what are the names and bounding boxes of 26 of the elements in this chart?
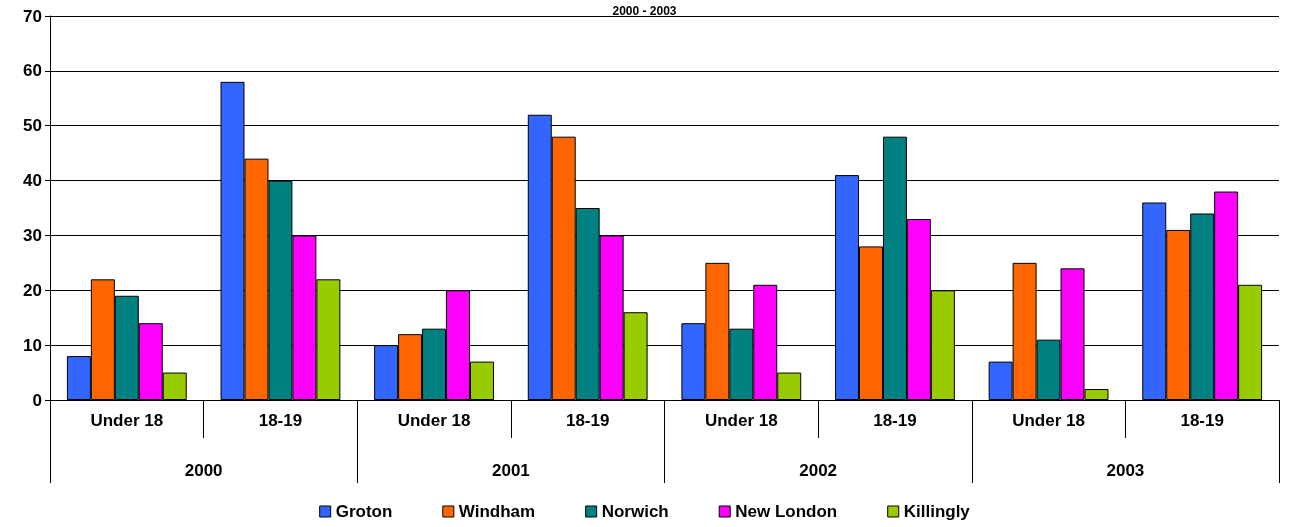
y-tick-label: 30: [23, 225, 42, 245]
legend-label: Killingly: [903, 502, 971, 521]
x-tick-label: 18-19: [873, 411, 917, 430]
chart-title: 2000 - 2003: [612, 4, 677, 18]
x-tick-label: 18-19: [565, 411, 610, 430]
x-tick-label: Under 18: [704, 411, 778, 430]
legend-label: Norwich: [601, 502, 669, 521]
legend-label: Groton: [335, 502, 393, 521]
y-tick-label: 0: [32, 390, 42, 410]
x-tick-label: Under 18: [397, 411, 471, 430]
text: 2002: [799, 461, 838, 480]
x-tick-label: Under 18: [90, 411, 164, 430]
x-tick-label: 18-19: [258, 411, 303, 430]
text: 2001: [491, 461, 530, 480]
x-tick-label: 18-19: [1180, 411, 1224, 430]
x-tick-label: Under 18: [1012, 411, 1085, 430]
legend-label: New London: [735, 502, 838, 521]
y-tick-label: 20: [23, 280, 42, 300]
text: 2000: [184, 461, 223, 480]
y-tick-label: 60: [23, 61, 42, 81]
y-tick-label: 40: [23, 171, 42, 191]
text: 2003: [1106, 461, 1145, 480]
y-tick-label: 70: [23, 6, 42, 26]
y-tick-label: 10: [23, 335, 42, 355]
legend-label: Windham: [458, 502, 536, 521]
y-tick-label: 50: [23, 116, 42, 136]
